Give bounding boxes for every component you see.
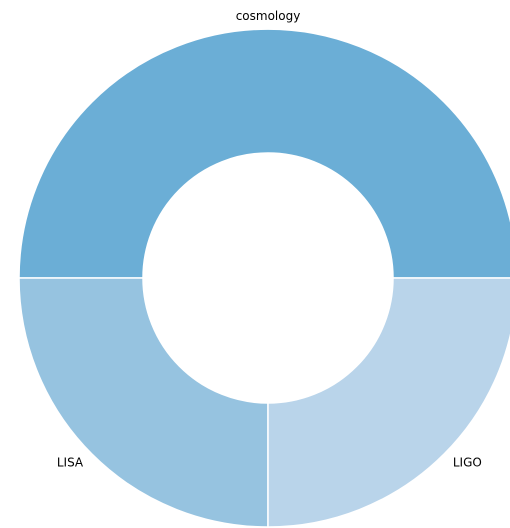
- slice-label: LIGO: [453, 455, 482, 469]
- slice-label: LISA: [57, 455, 84, 469]
- slice-label: cosmology: [236, 9, 301, 23]
- pie-slice: [18, 277, 269, 528]
- pie-slice: [18, 28, 510, 279]
- pie-slice: [267, 277, 510, 528]
